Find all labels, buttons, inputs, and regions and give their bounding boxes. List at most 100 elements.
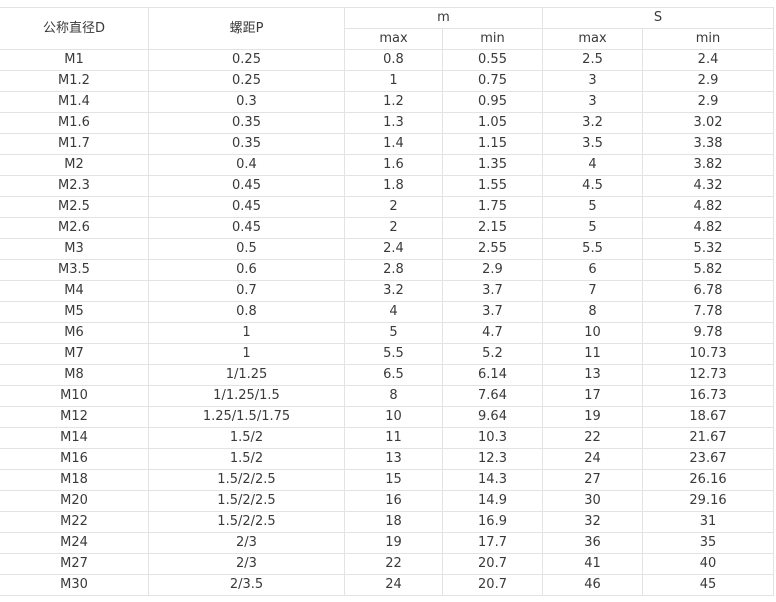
cell-s-min: 3.38	[642, 133, 775, 155]
cell-diameter: M30	[0, 574, 149, 596]
cell-s-max: 2.5	[542, 49, 644, 71]
cell-pitch: 1.25/1.5/1.75	[148, 406, 345, 428]
cell-m-max: 1.4	[344, 133, 443, 155]
cell-s-max: 13	[542, 364, 644, 386]
cell-pitch: 0.35	[148, 112, 345, 134]
cell-m-max: 11	[344, 427, 443, 449]
cell-m-min: 4.7	[441, 322, 544, 344]
header-s-min: min	[642, 28, 775, 50]
cell-s-max: 22	[542, 427, 644, 449]
cell-m-max: 1.6	[344, 154, 443, 176]
table-row: M6 1 5 4.7 10 9.78	[0, 322, 775, 344]
cell-s-min: 12.73	[642, 364, 775, 386]
cell-m-min: 0.75	[441, 70, 544, 92]
cell-diameter: M7	[0, 343, 149, 365]
cell-m-min: 0.95	[441, 91, 544, 113]
cell-pitch: 0.25	[148, 49, 345, 71]
cell-m-max: 1	[344, 70, 443, 92]
cell-diameter: M10	[0, 385, 149, 407]
table-row: M27 2/3 22 20.7 41 40	[0, 553, 775, 575]
cell-s-min: 2.4	[642, 49, 775, 71]
header-row: 公称直径D 螺距P m S	[0, 7, 775, 50]
cell-m-max: 2	[344, 217, 443, 239]
cell-m-max: 13	[344, 448, 443, 470]
cell-diameter: M22	[0, 511, 149, 533]
cell-m-min: 3.7	[441, 280, 544, 302]
cell-s-max: 3.2	[542, 112, 644, 134]
cell-s-max: 41	[542, 553, 644, 575]
cell-pitch: 1	[148, 343, 345, 365]
cell-s-max: 19	[542, 406, 644, 428]
cell-m-max: 4	[344, 301, 443, 323]
cell-s-max: 11	[542, 343, 644, 365]
cell-diameter: M6	[0, 322, 149, 344]
cell-pitch: 0.35	[148, 133, 345, 155]
table-row: M1.6 0.35 1.3 1.05 3.2 3.02	[0, 112, 775, 134]
cell-m-min: 1.55	[441, 175, 544, 197]
cell-pitch: 1.5/2/2.5	[148, 511, 345, 533]
cell-m-min: 1.75	[441, 196, 544, 218]
cell-m-max: 16	[344, 490, 443, 512]
cell-m-max: 0.8	[344, 49, 443, 71]
cell-pitch: 1/1.25/1.5	[148, 385, 345, 407]
header-diameter: 公称直径D	[0, 7, 149, 50]
cell-m-max: 18	[344, 511, 443, 533]
cell-s-max: 24	[542, 448, 644, 470]
cell-s-min: 23.67	[642, 448, 775, 470]
table-row: M2 0.4 1.6 1.35 4 3.82	[0, 154, 775, 176]
cell-s-max: 5.5	[542, 238, 644, 260]
cell-pitch: 0.45	[148, 196, 345, 218]
cell-s-max: 3	[542, 91, 644, 113]
cell-s-min: 45	[642, 574, 775, 596]
cell-m-min: 20.7	[441, 574, 544, 596]
cell-s-min: 35	[642, 532, 775, 554]
cell-pitch: 0.6	[148, 259, 345, 281]
cell-m-min: 17.7	[441, 532, 544, 554]
cell-s-max: 7	[542, 280, 644, 302]
cell-pitch: 1	[148, 322, 345, 344]
cell-s-min: 40	[642, 553, 775, 575]
cell-s-min: 5.82	[642, 259, 775, 281]
header-pitch: 螺距P	[148, 7, 345, 50]
header-m: m	[343, 7, 544, 29]
cell-s-min: 7.78	[642, 301, 775, 323]
cell-m-min: 0.55	[441, 49, 544, 71]
cell-s-max: 36	[542, 532, 644, 554]
cell-m-min: 9.64	[441, 406, 544, 428]
cell-m-min: 16.9	[441, 511, 544, 533]
cell-s-max: 8	[542, 301, 644, 323]
cell-s-max: 30	[542, 490, 644, 512]
cell-pitch: 2/3.5	[148, 574, 345, 596]
cell-s-max: 46	[542, 574, 644, 596]
header-s: S	[542, 7, 775, 29]
table-row: M24 2/3 19 17.7 36 35	[0, 532, 775, 554]
cell-s-max: 27	[542, 469, 644, 491]
cell-pitch: 2/3	[148, 553, 345, 575]
cell-s-max: 5	[542, 217, 644, 239]
cell-pitch: 0.7	[148, 280, 345, 302]
cell-m-min: 1.15	[441, 133, 544, 155]
cell-m-max: 3.2	[344, 280, 443, 302]
cell-pitch: 0.3	[148, 91, 345, 113]
cell-s-max: 3.5	[542, 133, 644, 155]
cell-s-min: 4.32	[642, 175, 775, 197]
cell-m-max: 2.8	[344, 259, 443, 281]
table-row: M3.5 0.6 2.8 2.9 6 5.82	[0, 259, 775, 281]
cell-m-min: 5.2	[441, 343, 544, 365]
cell-m-min: 6.14	[441, 364, 544, 386]
cell-s-min: 10.73	[642, 343, 775, 365]
nut-dimensions-table: 公称直径D 螺距P m S max min max min M1 0.25 0.8 0…	[0, 7, 775, 596]
cell-s-min: 6.78	[642, 280, 775, 302]
cell-m-max: 19	[344, 532, 443, 554]
cell-m-max: 8	[344, 385, 443, 407]
cell-s-max: 5	[542, 196, 644, 218]
cell-diameter: M2.5	[0, 196, 149, 218]
cell-pitch: 0.45	[148, 175, 345, 197]
header-m-min: min	[441, 28, 544, 50]
cell-m-max: 6.5	[344, 364, 443, 386]
cell-pitch: 0.4	[148, 154, 345, 176]
cell-m-min: 12.3	[441, 448, 544, 470]
cell-diameter: M1.2	[0, 70, 149, 92]
cell-m-max: 15	[344, 469, 443, 491]
cell-diameter: M12	[0, 406, 149, 428]
